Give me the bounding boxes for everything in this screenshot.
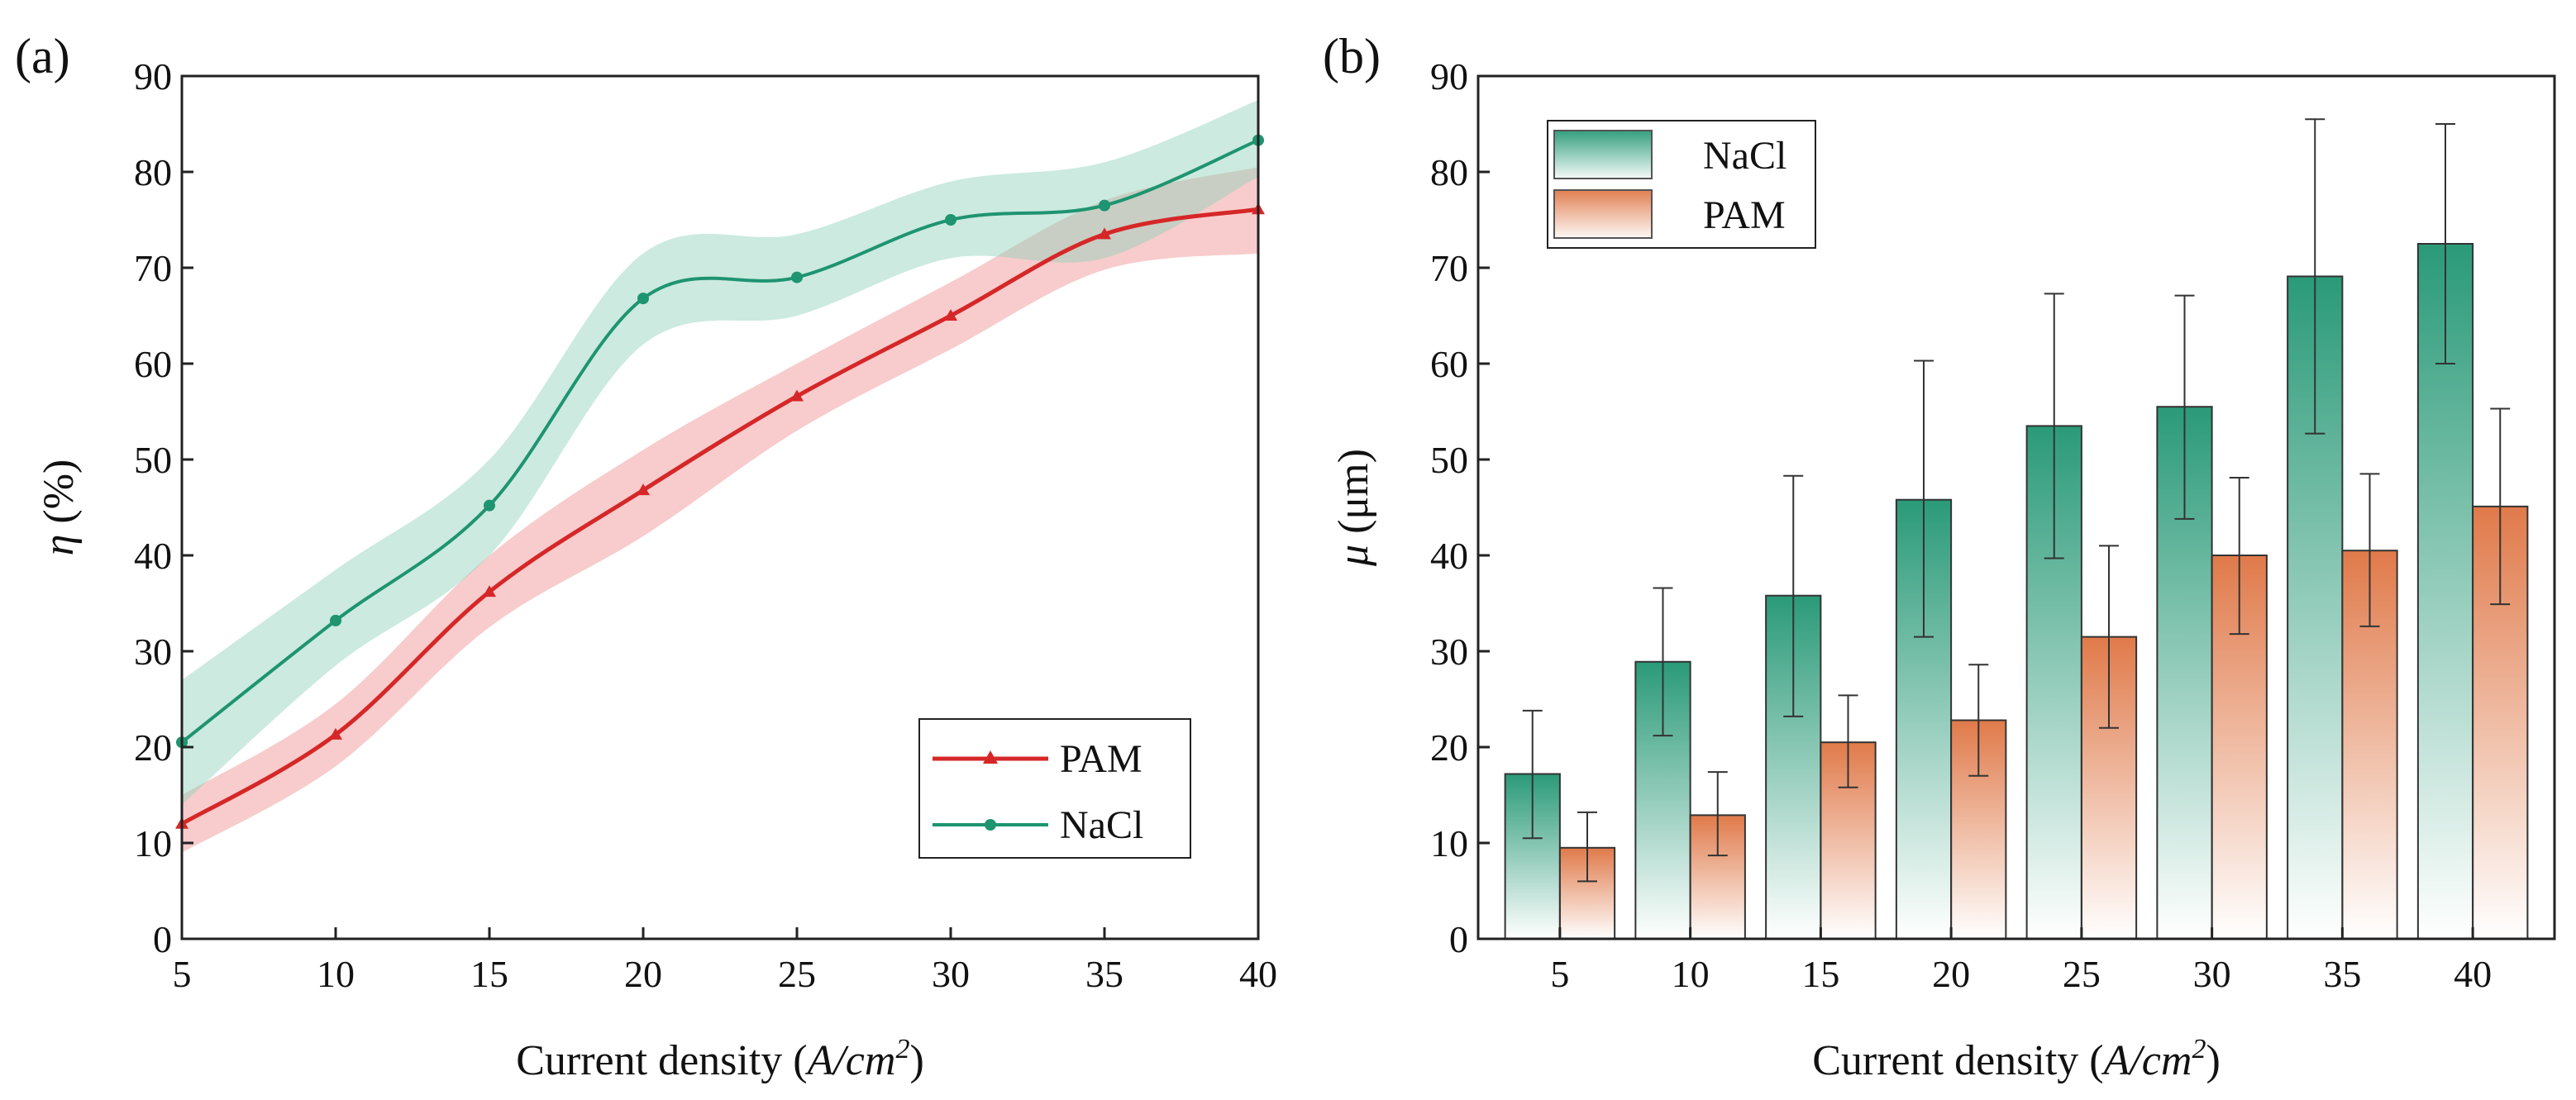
panel-a-label: (a) xyxy=(15,29,70,83)
y-tick-label: 40 xyxy=(1430,535,1468,577)
legend-nacl-swatch xyxy=(1553,130,1653,179)
band-pam xyxy=(182,167,1258,853)
x-tick-label: 35 xyxy=(2323,953,2361,995)
x-tick-label: 35 xyxy=(1085,953,1123,995)
y-tick-label: 80 xyxy=(134,151,172,193)
y-tick-label: 20 xyxy=(1430,726,1468,769)
x-tick-label: 20 xyxy=(624,953,662,995)
panel-b-legend: NaCl PAM xyxy=(1547,120,1816,249)
point-nacl xyxy=(791,271,803,283)
panel-a: (a) 5 10 15 20 25 30 35 40 0102030405060708090 … xyxy=(15,29,1277,1084)
panel-b-label: (b) xyxy=(1323,29,1381,83)
x-tick-label: 10 xyxy=(317,953,355,995)
point-pam xyxy=(1098,227,1111,240)
y-tick-label: 60 xyxy=(1430,343,1468,385)
point-pam xyxy=(790,389,804,402)
x-tick-label: 10 xyxy=(1672,953,1710,995)
y-tick-label: 30 xyxy=(134,631,172,673)
legend-pam-label: PAM xyxy=(1060,737,1143,781)
y-tick-label: 50 xyxy=(1430,439,1468,481)
panel-b-frame xyxy=(1476,74,2556,940)
y-tick-label: 90 xyxy=(134,55,172,98)
panel-b: (b) 5 10 15 20 25 30 35 40 0102030405060708090 … xyxy=(1323,29,2556,1084)
legend-pam-swatch xyxy=(1553,189,1653,239)
panel-b-x-ticks: 5 10 15 20 25 30 35 40 xyxy=(1550,927,2492,995)
legend-pam-marker xyxy=(983,750,998,764)
x-tick-label: 5 xyxy=(1550,953,1569,995)
y-tick-label: 90 xyxy=(1430,55,1468,98)
panel-b-x-axis-label: Current density (A/cm2) xyxy=(1812,1034,2221,1084)
y-tick-label: 80 xyxy=(1430,151,1468,193)
panel-a-x-axis-label: Current density (A/cm2) xyxy=(516,1034,924,1084)
bar-nacl xyxy=(1634,660,1691,940)
panel-a-frame xyxy=(180,74,1260,940)
x-tick-label: 25 xyxy=(2063,953,2101,995)
x-tick-label: 20 xyxy=(1932,953,1970,995)
panel-a-bands xyxy=(182,100,1258,853)
point-pam xyxy=(483,585,496,598)
band-nacl xyxy=(182,100,1258,805)
panel-b-y-ticks: 0 10 20 30 40 50 60 70 80 90 xyxy=(1430,55,1490,960)
legend-nacl-marker xyxy=(985,819,996,831)
panel-a-legend-box xyxy=(918,718,1191,859)
y-tick-label: 70 xyxy=(134,247,172,289)
x-tick-label: 30 xyxy=(2193,953,2231,995)
point-nacl xyxy=(945,214,956,226)
panel-a-y-axis-label: η (%) xyxy=(36,460,83,556)
y-tick-label: 0 xyxy=(1449,918,1468,960)
legend-pam-label-b: PAM xyxy=(1703,193,1786,237)
panel-a-legend: PAM NaCl xyxy=(918,718,1191,859)
point-nacl xyxy=(1099,199,1110,212)
panel-b-bars xyxy=(1504,243,2529,940)
x-tick-label: 15 xyxy=(470,953,508,995)
point-pam xyxy=(637,483,650,496)
y-tick-label: 70 xyxy=(1430,247,1468,289)
line-nacl xyxy=(180,138,1259,744)
y-tick-label: 30 xyxy=(1430,631,1468,673)
y-tick-label: 60 xyxy=(134,343,172,385)
panel-a-markers xyxy=(175,134,1265,829)
y-tick-label: 10 xyxy=(134,822,172,864)
point-pam xyxy=(944,309,957,321)
point-pam xyxy=(329,727,342,740)
y-tick-label: 20 xyxy=(134,726,172,769)
x-tick-label: 15 xyxy=(1801,953,1839,995)
y-tick-label: 10 xyxy=(1430,822,1468,864)
legend-nacl-label: NaCl xyxy=(1060,803,1143,847)
y-tick-label: 0 xyxy=(153,918,172,960)
x-tick-label: 40 xyxy=(1239,953,1277,995)
legend-nacl-label-b: NaCl xyxy=(1703,134,1787,178)
x-tick-label: 5 xyxy=(173,953,192,995)
panel-b-y-axis-label: μ (μm) xyxy=(1330,449,1377,567)
x-tick-label: 40 xyxy=(2454,953,2492,995)
y-tick-label: 40 xyxy=(134,535,172,577)
point-nacl xyxy=(637,293,649,305)
panel-a-lines xyxy=(180,138,1259,826)
x-tick-label: 30 xyxy=(932,953,970,995)
point-nacl xyxy=(484,499,495,512)
panel-a-x-ticks: 5 10 15 20 25 30 35 40 xyxy=(173,927,1277,995)
panel-a-y-ticks: 0 10 20 30 40 50 60 70 80 90 xyxy=(134,55,193,960)
x-tick-label: 25 xyxy=(778,953,816,995)
line-pam xyxy=(180,207,1259,826)
point-nacl xyxy=(330,614,341,626)
y-tick-label: 50 xyxy=(134,439,172,481)
panel-b-error-bars xyxy=(1522,118,2511,883)
